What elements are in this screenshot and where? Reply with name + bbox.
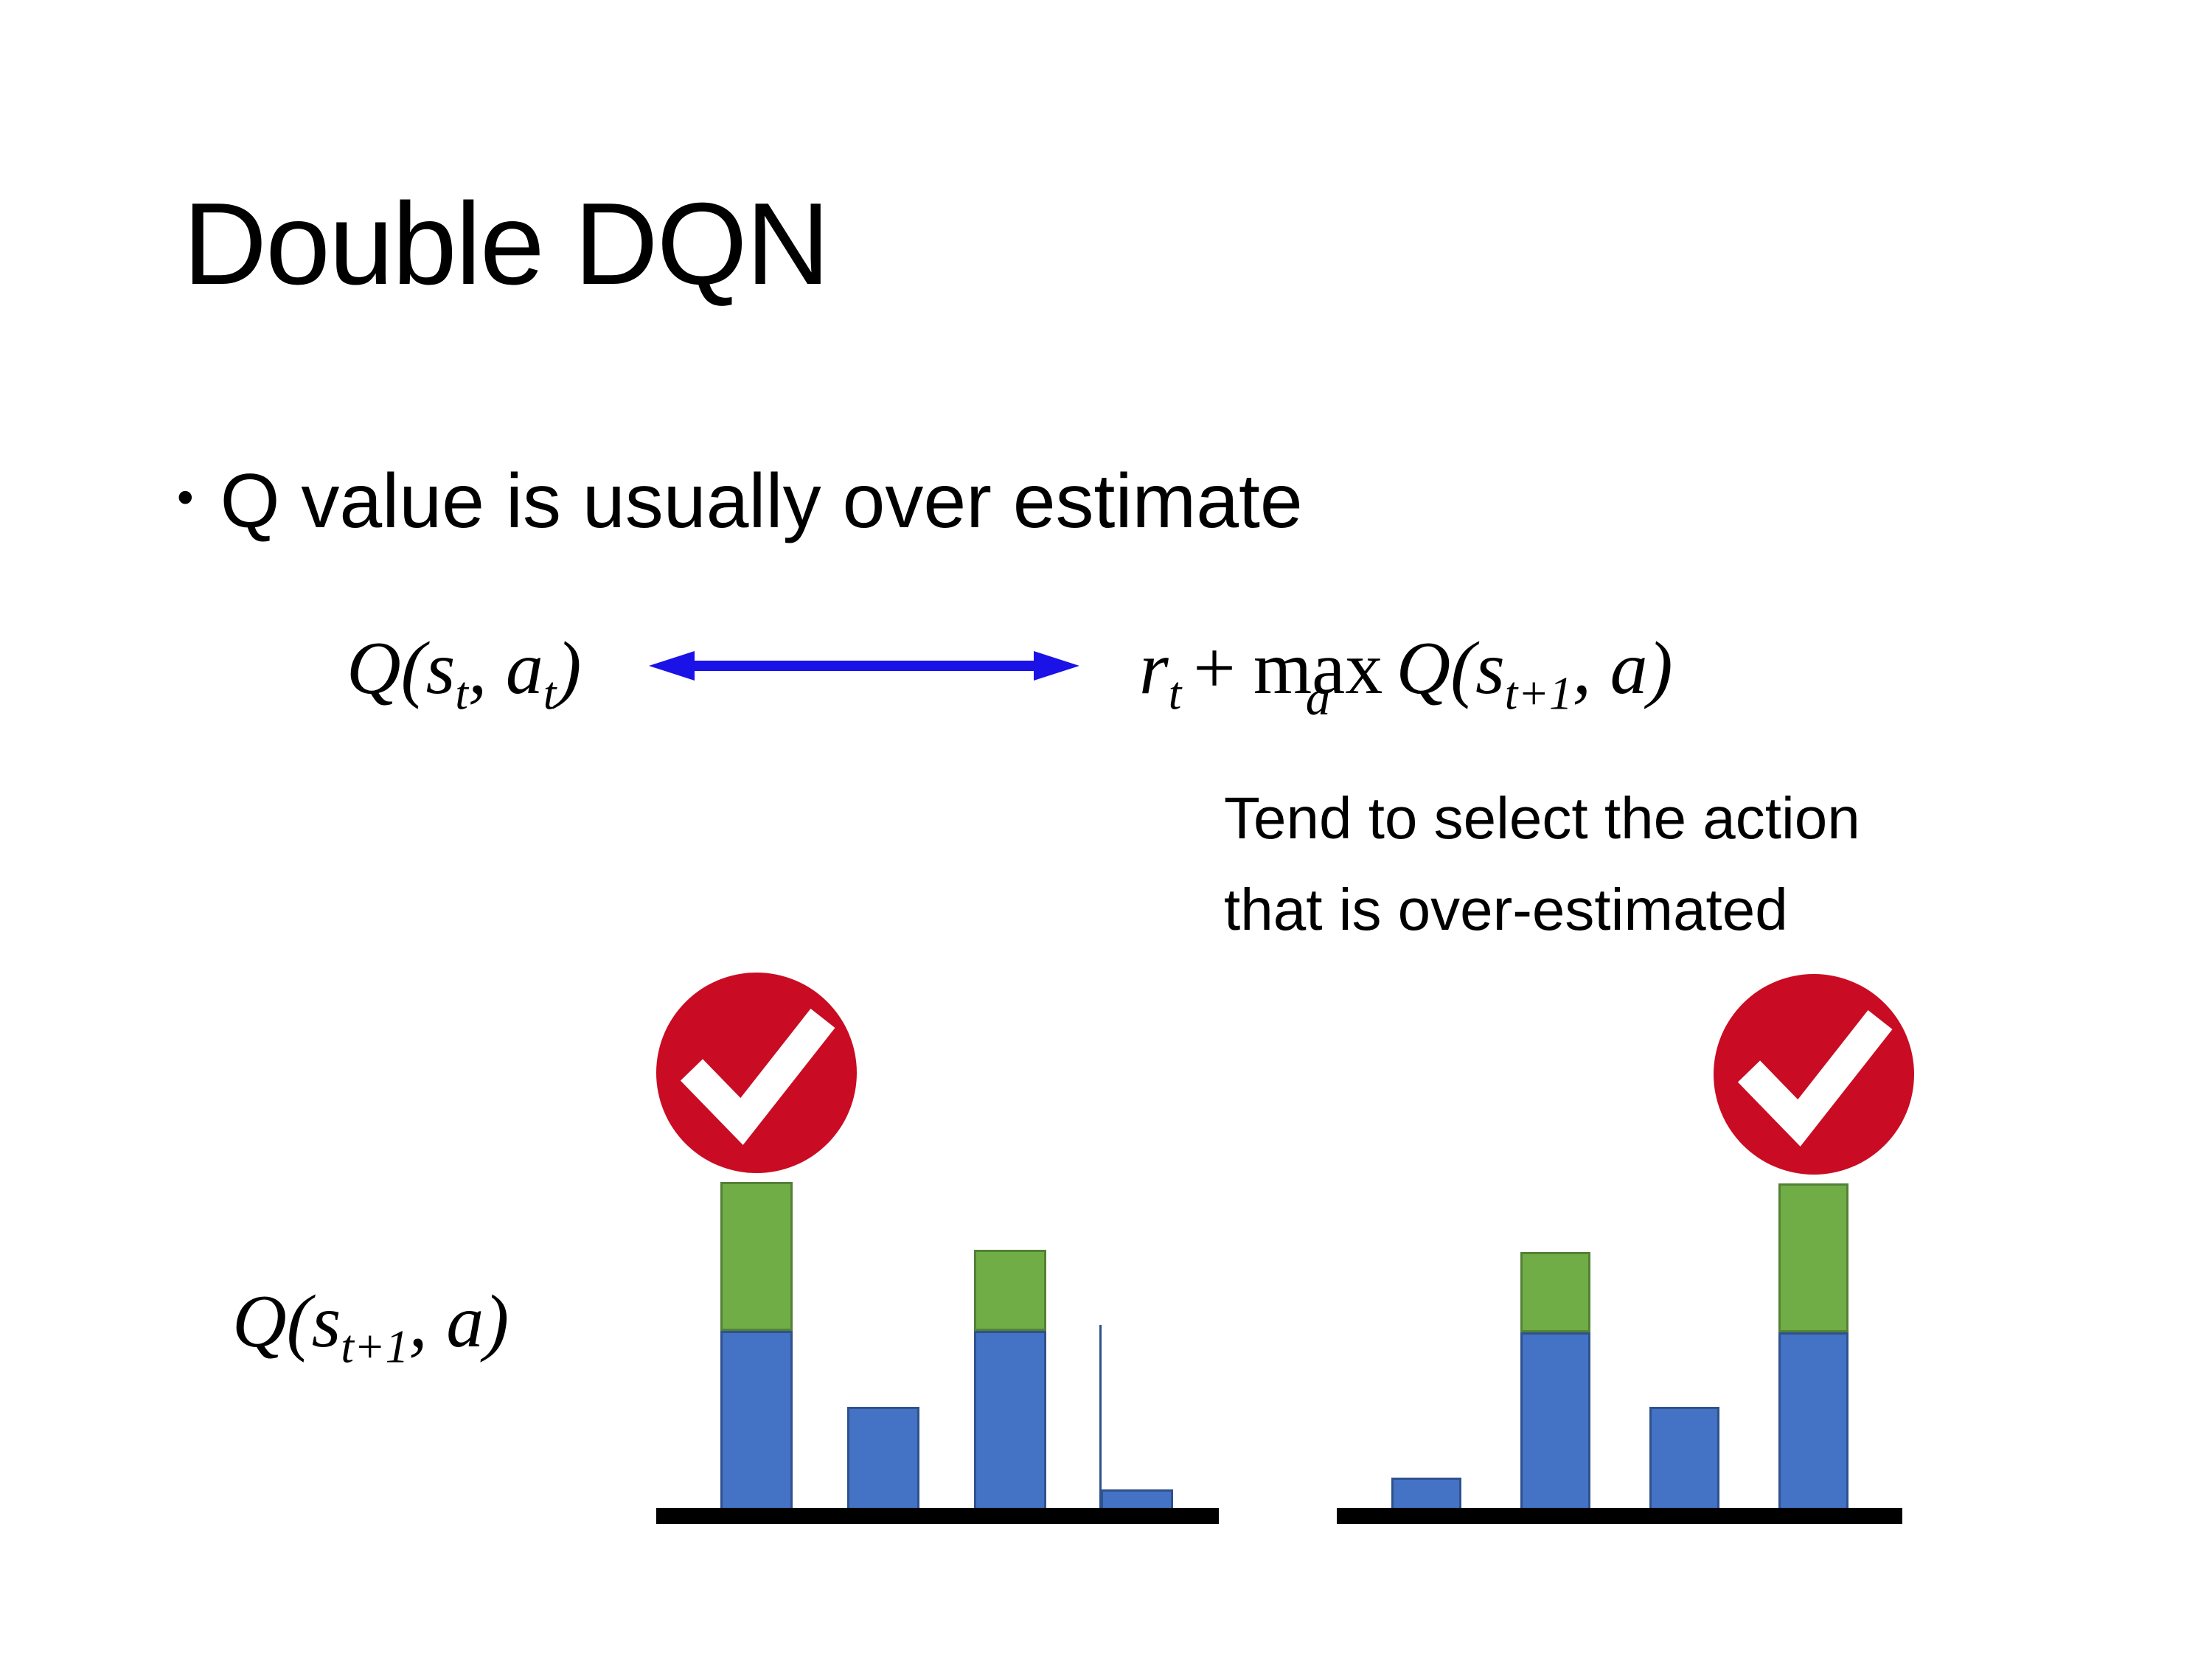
q-next-state-label: Q(st+1, a) bbox=[232, 1284, 509, 1371]
bar-blue-segment bbox=[974, 1331, 1046, 1518]
bar-blue-segment bbox=[1778, 1332, 1848, 1518]
bar-blue-segment bbox=[1649, 1407, 1719, 1518]
chart-baseline bbox=[656, 1508, 1219, 1524]
bar-green-segment bbox=[720, 1182, 793, 1331]
bullet-marker-icon: • bbox=[177, 470, 194, 524]
math-max-operator: max a bbox=[1253, 631, 1383, 723]
math-symbol: , a bbox=[1572, 627, 1648, 710]
math-symbol: Q(s bbox=[347, 627, 456, 710]
double-headed-arrow-icon bbox=[649, 651, 1079, 681]
math-subscript: t+1 bbox=[1504, 667, 1573, 720]
math-symbol: max bbox=[1253, 627, 1383, 710]
math-symbol: ) bbox=[556, 627, 582, 710]
bar-green-segment bbox=[1520, 1252, 1590, 1332]
thin-line-artifact bbox=[1099, 1325, 1102, 1508]
math-plus-operator: + bbox=[1193, 627, 1236, 710]
math-subscript: t+1 bbox=[341, 1321, 409, 1373]
math-symbol: Q(s bbox=[232, 1280, 341, 1363]
math-symbol: , a bbox=[467, 627, 543, 710]
double-arrow-shape bbox=[649, 651, 1079, 681]
math-symbol: Q(s bbox=[1396, 627, 1505, 710]
annotation-line-2: that is over-estimated bbox=[1224, 877, 1788, 942]
bar-green-segment bbox=[974, 1250, 1046, 1331]
math-symbol: ) bbox=[1647, 627, 1673, 710]
math-subscript: t bbox=[1168, 667, 1182, 720]
bar-blue-segment bbox=[1520, 1332, 1590, 1518]
bullet-text: Q value is usually over estimate bbox=[220, 459, 1303, 544]
math-symbol: r bbox=[1139, 627, 1169, 710]
math-symbol: , a bbox=[408, 1280, 484, 1363]
bar-blue-segment bbox=[847, 1407, 919, 1518]
math-symbol: ) bbox=[484, 1280, 509, 1363]
check-circle-shape bbox=[656, 973, 857, 1173]
annotation-text: Tend to select the action that is over-e… bbox=[1224, 773, 1860, 956]
bullet-item: • Q value is usually over estimate bbox=[177, 463, 1303, 540]
math-subscript: t bbox=[543, 667, 557, 720]
checkmark-circle-icon bbox=[656, 973, 857, 1173]
bar-green-segment bbox=[1778, 1183, 1848, 1332]
formula-target-q: rt + max a Q(st+1, a) bbox=[1139, 631, 1673, 723]
formula-current-q: Q(st, at) bbox=[347, 631, 581, 717]
check-mark-shape bbox=[1737, 1010, 1893, 1147]
chart-baseline bbox=[1337, 1508, 1902, 1524]
checkmark-circle-icon bbox=[1713, 974, 1914, 1175]
math-subscript: t bbox=[455, 667, 468, 720]
annotation-line-1: Tend to select the action bbox=[1224, 785, 1860, 851]
math-max-underscript: a bbox=[1305, 669, 1331, 726]
check-circle-shape bbox=[1713, 974, 1914, 1175]
check-mark-shape bbox=[680, 1009, 835, 1145]
slide-title: Double DQN bbox=[183, 179, 830, 309]
bar-blue-segment bbox=[720, 1331, 793, 1518]
